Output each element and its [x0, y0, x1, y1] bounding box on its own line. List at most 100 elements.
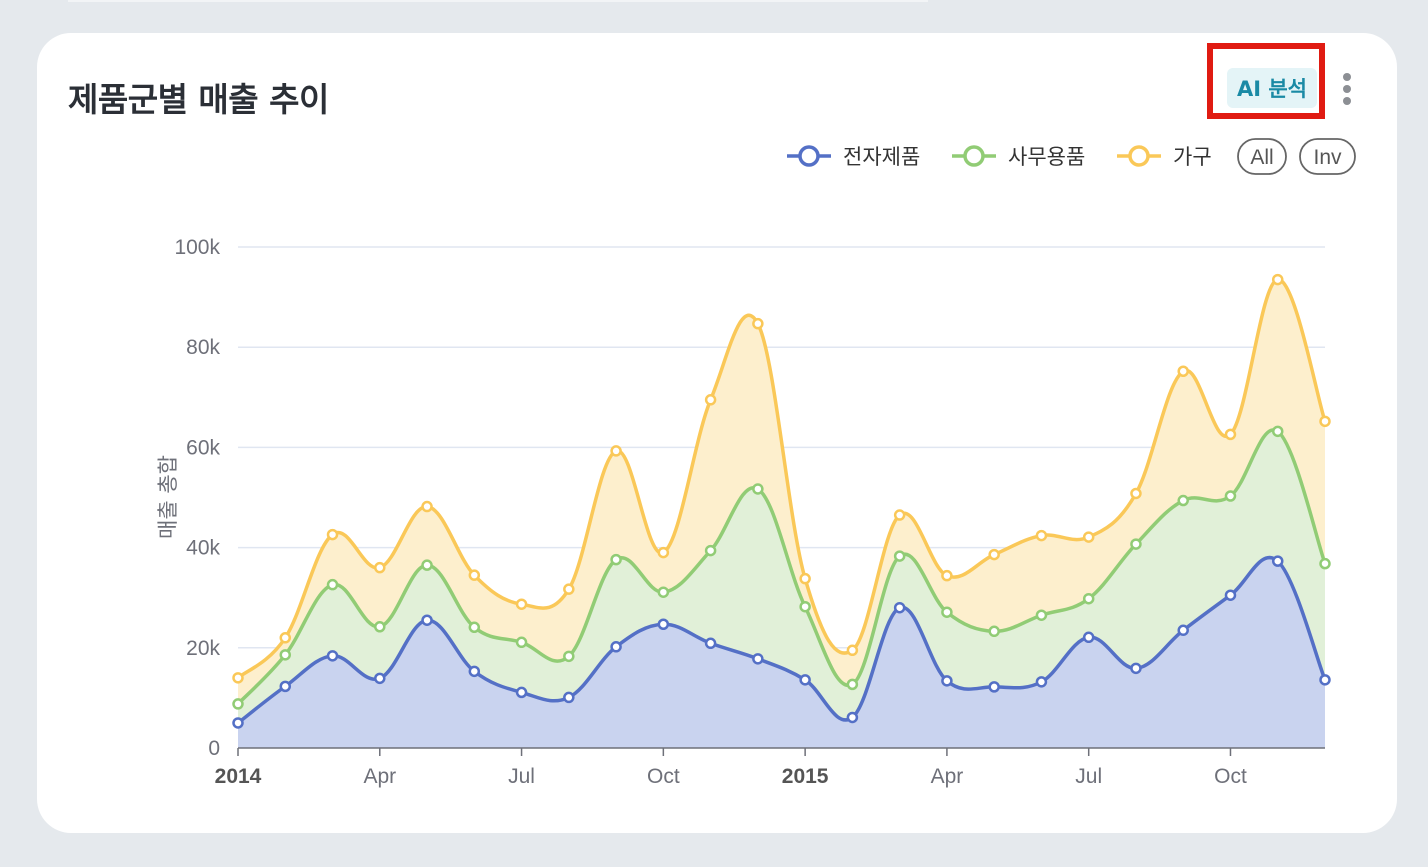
data-point[interactable]: [232, 717, 244, 729]
data-point[interactable]: [421, 500, 433, 513]
data-point[interactable]: [1224, 428, 1237, 441]
data-point[interactable]: [326, 650, 339, 662]
data-point[interactable]: [563, 583, 575, 595]
data-point[interactable]: [704, 544, 717, 557]
x-tick-label: 2014: [215, 765, 262, 788]
data-point[interactable]: [893, 509, 906, 521]
data-point[interactable]: [1271, 273, 1284, 286]
legend-marker[interactable]: [1128, 145, 1150, 167]
top-strip: [68, 0, 928, 2]
data-point[interactable]: [563, 650, 575, 663]
data-point[interactable]: [657, 586, 670, 598]
data-point[interactable]: [846, 711, 859, 724]
data-point[interactable]: [704, 394, 717, 406]
data-point[interactable]: [1082, 592, 1095, 605]
data-point[interactable]: [752, 317, 764, 330]
area-전자제품: [238, 557, 1325, 748]
x-tick-label: Jul: [1075, 765, 1102, 788]
y-tick-label: 80k: [186, 336, 220, 359]
legend-label[interactable]: 사무용품: [1008, 145, 1085, 169]
data-point[interactable]: [279, 680, 292, 693]
data-point[interactable]: [515, 598, 528, 610]
data-point[interactable]: [374, 561, 386, 574]
data-point[interactable]: [515, 636, 528, 649]
data-point[interactable]: [704, 637, 717, 650]
y-tick-label: 0: [208, 737, 220, 760]
data-point[interactable]: [1035, 676, 1048, 688]
data-point[interactable]: [374, 621, 386, 633]
kebab-menu-icon[interactable]: [1340, 73, 1354, 107]
data-point[interactable]: [515, 686, 528, 699]
data-point[interactable]: [941, 675, 953, 687]
data-point[interactable]: [421, 614, 433, 626]
data-point[interactable]: [326, 528, 339, 541]
data-point[interactable]: [1082, 631, 1095, 644]
y-tick-label: 100k: [174, 236, 220, 259]
x-tick-label: Apr: [931, 765, 964, 788]
data-point[interactable]: [752, 483, 764, 495]
data-point[interactable]: [1319, 557, 1331, 570]
ai-analysis-button[interactable]: AI 분석: [1227, 68, 1317, 108]
legend-label[interactable]: 가구: [1173, 145, 1212, 169]
data-point[interactable]: [468, 665, 481, 678]
data-point[interactable]: [1224, 589, 1237, 601]
data-point[interactable]: [468, 569, 481, 581]
data-point[interactable]: [610, 641, 622, 653]
data-point[interactable]: [1035, 609, 1048, 621]
data-point[interactable]: [1177, 494, 1189, 507]
data-point[interactable]: [893, 601, 906, 614]
data-point[interactable]: [1082, 531, 1095, 543]
data-point[interactable]: [846, 678, 859, 691]
data-point[interactable]: [657, 546, 670, 559]
data-point[interactable]: [232, 698, 244, 710]
data-point[interactable]: [1319, 674, 1331, 686]
data-point[interactable]: [846, 644, 859, 657]
x-tick-label: Jul: [508, 765, 535, 788]
legend-marker[interactable]: [798, 145, 820, 167]
legend-marker[interactable]: [963, 145, 985, 167]
data-point[interactable]: [232, 672, 244, 684]
data-point[interactable]: [657, 618, 670, 631]
legend-label[interactable]: 전자제품: [843, 145, 920, 169]
data-point[interactable]: [941, 569, 953, 582]
data-point[interactable]: [1130, 538, 1142, 550]
data-point[interactable]: [1177, 365, 1189, 377]
legend-all-button[interactable]: All: [1250, 146, 1273, 169]
legend-inv-button-frame[interactable]: [1299, 138, 1356, 175]
y-tick-label: 40k: [186, 537, 220, 560]
data-point[interactable]: [421, 559, 433, 571]
legend-inv-button[interactable]: Inv: [1313, 146, 1342, 169]
data-point[interactable]: [1035, 529, 1048, 542]
y-axis-label: 매출 총합: [156, 455, 180, 539]
data-point[interactable]: [988, 681, 1000, 693]
data-point[interactable]: [799, 572, 811, 585]
data-point[interactable]: [279, 632, 292, 644]
data-point[interactable]: [1271, 425, 1284, 438]
data-point[interactable]: [799, 674, 811, 686]
data-point[interactable]: [374, 672, 386, 685]
data-point[interactable]: [1271, 555, 1284, 567]
data-point[interactable]: [1130, 662, 1142, 675]
data-point[interactable]: [1224, 490, 1237, 502]
data-point[interactable]: [326, 578, 339, 591]
data-point[interactable]: [610, 553, 622, 566]
legend-all-button-frame[interactable]: [1237, 138, 1287, 175]
line-가구: [236, 277, 1327, 680]
data-point[interactable]: [941, 606, 953, 618]
data-point[interactable]: [563, 691, 575, 704]
data-point[interactable]: [279, 649, 292, 661]
data-point[interactable]: [1177, 624, 1189, 637]
data-point[interactable]: [893, 550, 906, 562]
data-point[interactable]: [468, 621, 481, 634]
data-point[interactable]: [610, 445, 622, 457]
data-point[interactable]: [988, 625, 1000, 638]
card-title: 제품군별 매출 추이: [68, 80, 329, 119]
data-point[interactable]: [799, 600, 811, 613]
x-tick-label: Oct: [647, 765, 680, 788]
data-point[interactable]: [988, 548, 1000, 561]
data-point[interactable]: [1319, 415, 1331, 428]
data-point[interactable]: [752, 653, 764, 665]
data-point[interactable]: [1130, 487, 1142, 500]
highlight-box: [1207, 43, 1325, 119]
